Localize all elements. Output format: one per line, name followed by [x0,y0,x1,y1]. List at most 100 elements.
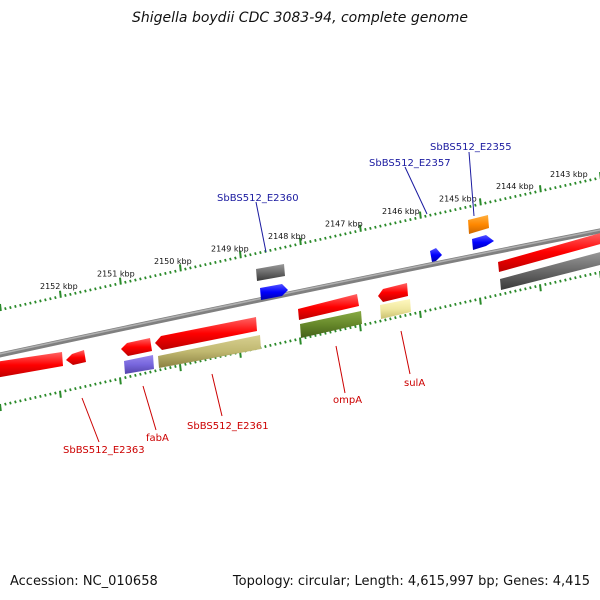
ruler-minor-tick [424,309,427,313]
ruler-minor-tick [324,236,327,240]
ruler-minor-tick [429,308,432,312]
gene-feature[interactable] [124,355,154,374]
leader-line [255,201,267,253]
ruler-minor-tick [154,274,157,278]
gene-feature[interactable] [380,299,411,319]
ruler-minor-tick [364,227,367,231]
ruler-minor-tick [569,182,572,186]
ruler-minor-tick [524,192,527,196]
ruler-tick-label: 2147 kbp [325,220,363,229]
gene-feature[interactable] [498,232,600,272]
ruler-minor-tick [544,282,547,286]
ruler-major-tick [299,237,302,246]
ruler-minor-tick [294,338,297,342]
gene-label[interactable]: SbBS512_E2360 [217,193,299,204]
ruler-minor-tick [554,280,557,284]
ruler-minor-tick [384,318,387,322]
ruler-minor-tick [99,381,102,385]
gene-feature[interactable] [378,283,408,302]
genome-backbone-highlight [0,229,600,355]
gene-feature[interactable] [500,251,600,290]
ruler-major-tick [59,290,62,298]
gene-feature[interactable] [0,352,63,378]
ruler-tick-label: 2149 kbp [211,245,249,254]
leader-line [400,330,411,375]
ruler-minor-tick [434,212,437,216]
ruler-minor-tick [554,186,557,190]
ruler-minor-tick [504,197,507,201]
ruler-minor-tick [104,380,107,384]
ruler-tick-label: 2144 kbp [496,182,534,191]
ruler-minor-tick [19,399,22,403]
gene-feature[interactable] [468,215,489,234]
ruler-minor-tick [209,262,212,266]
ruler-minor-tick [169,270,172,274]
ruler-minor-tick [159,273,162,277]
ruler-minor-tick [509,196,512,200]
ruler-major-tick [419,310,422,319]
ruler-minor-tick [54,296,57,300]
gene-label[interactable]: sulA [404,378,425,389]
gene-feature[interactable] [430,248,442,262]
ruler-minor-tick [459,207,462,211]
gene-label[interactable]: fabA [146,433,169,444]
gene-feature[interactable] [158,335,261,368]
ruler-major-tick [539,284,542,292]
gene-feature[interactable] [256,264,285,281]
gene-feature[interactable] [298,294,359,320]
gene-label[interactable]: SbBS512_E2355 [430,142,512,153]
gene-feature[interactable] [472,235,494,250]
gene-label[interactable]: ompA [333,395,362,406]
gene-label[interactable]: SbBS512_E2361 [187,421,269,432]
gene-feature[interactable] [260,284,288,300]
ruler-minor-tick [129,279,132,283]
ruler-minor-tick [134,373,137,377]
ruler-minor-tick [84,384,87,388]
ruler-minor-tick [314,238,317,242]
ruler-minor-tick [329,330,332,334]
gene-label[interactable]: SbBS512_E2363 [63,445,145,456]
ruler-minor-tick [494,294,497,298]
ruler-minor-tick [64,389,67,393]
ruler-minor-tick [264,345,267,349]
ruler-minor-tick [89,288,92,292]
ruler-major-tick [0,403,2,412]
ruler-minor-tick [204,263,207,267]
ruler-minor-tick [394,316,397,320]
ruler-minor-tick [489,200,492,204]
ruler-minor-tick [259,251,262,255]
ruler-minor-tick [289,339,292,343]
ruler-minor-tick [74,291,77,295]
ruler-minor-tick [514,289,517,293]
ruler-minor-tick [389,317,392,321]
ruler-minor-tick [589,178,592,182]
ruler-minor-tick [344,327,347,331]
ruler-minor-tick [499,292,502,296]
ruler-minor-tick [549,187,552,191]
ruler-minor-tick [4,307,7,311]
gene-feature[interactable] [121,338,152,356]
gene-feature[interactable] [155,317,257,350]
ruler-minor-tick [309,240,312,244]
gene-feature[interactable] [66,350,86,365]
ruler-minor-tick [584,179,587,183]
leader-line [81,397,100,443]
ruler-minor-tick [284,245,287,249]
ruler-minor-tick [464,205,467,209]
leader-line [468,151,475,217]
ruler-minor-tick [174,364,177,368]
ruler-tick-label: 2145 kbp [439,194,477,203]
ruler-minor-tick [439,306,442,310]
ruler-minor-tick [109,284,112,288]
ruler-minor-tick [469,299,472,303]
ruler-minor-tick [489,295,492,299]
gene-feature[interactable] [300,311,362,338]
ruler-minor-tick [139,372,142,376]
ruler-minor-tick [279,246,282,250]
ruler-minor-tick [114,378,117,382]
gene-label[interactable]: SbBS512_E2357 [369,158,451,169]
ruler-minor-tick [374,320,377,324]
ruler-minor-tick [559,185,562,189]
ruler-minor-tick [29,301,32,305]
ruler-minor-tick [319,237,322,241]
